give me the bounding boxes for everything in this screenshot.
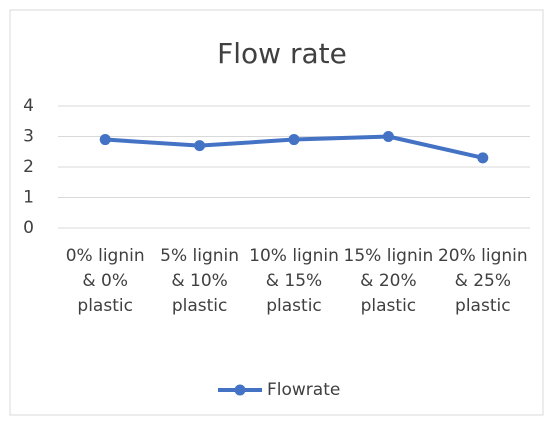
x-tick-label: 20% lignin & 25% plastic xyxy=(437,246,528,316)
x-tick-label: 15% lignin & 20% plastic xyxy=(343,246,434,316)
data-point xyxy=(194,140,206,152)
y-tick-label: 1 xyxy=(23,188,34,208)
chart-frame xyxy=(9,9,544,416)
y-tick-label: 4 xyxy=(23,96,34,116)
legend-marker xyxy=(234,384,246,396)
chart-title: Flow rate xyxy=(217,37,347,70)
data-point xyxy=(382,131,394,142)
data-point xyxy=(288,134,300,146)
y-tick-label: 3 xyxy=(23,127,34,147)
x-tick-label: 10% lignin & 15% plastic xyxy=(249,246,339,316)
x-tick-label: 5% lignin & 10% plastic xyxy=(160,246,240,316)
data-point xyxy=(99,134,111,146)
data-point xyxy=(477,152,489,164)
x-tick-label: 0% lignin & 0% plastic xyxy=(65,246,145,316)
y-tick-label: 0 xyxy=(23,218,34,238)
y-tick-label: 2 xyxy=(23,157,34,177)
legend-label: Flowrate xyxy=(267,380,340,400)
